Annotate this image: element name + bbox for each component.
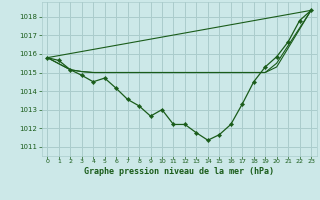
X-axis label: Graphe pression niveau de la mer (hPa): Graphe pression niveau de la mer (hPa) xyxy=(84,167,274,176)
